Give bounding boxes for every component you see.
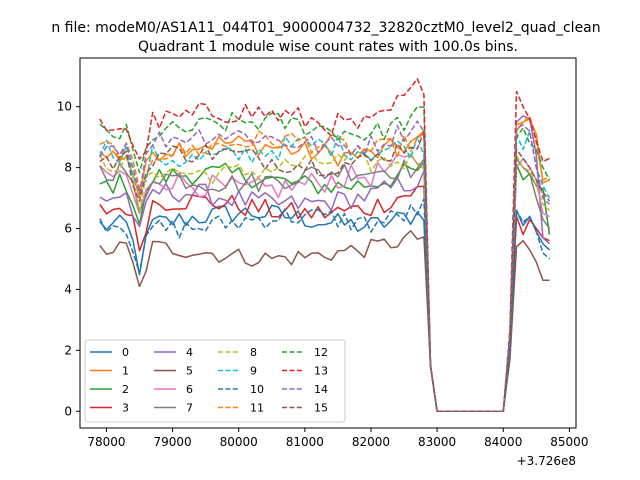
x-offset-label: +3.726e8 xyxy=(517,454,576,468)
x-axis: 78000 79000 80000 81000 82000 83000 84000 85000 xyxy=(87,428,588,449)
legend-label-2: 2 xyxy=(122,383,129,396)
y-tick-label: 6 xyxy=(64,222,72,236)
x-tick-label: 80000 xyxy=(220,435,258,449)
x-tick-label: 83000 xyxy=(418,435,456,449)
x-tick-label: 78000 xyxy=(87,435,125,449)
chart-title: Quadrant 1 module wise count rates with … xyxy=(138,39,518,55)
legend-label-12: 12 xyxy=(314,346,328,359)
figure-suptitle: n file: modeM0/AS1A11_044T01_9000004732_… xyxy=(51,20,600,36)
legend-label-13: 13 xyxy=(314,365,328,378)
series-line-11 xyxy=(99,115,550,413)
legend-label-5: 5 xyxy=(186,365,193,378)
series-line-13 xyxy=(99,77,550,413)
y-tick-label: 10 xyxy=(57,100,72,114)
x-tick-label: 79000 xyxy=(153,435,191,449)
legend-label-15: 15 xyxy=(314,402,328,415)
legend-label-7: 7 xyxy=(186,402,193,415)
series-line-14 xyxy=(99,120,551,413)
axes-frame xyxy=(79,57,577,429)
series-line-15 xyxy=(99,130,551,413)
y-tick-label: 8 xyxy=(64,161,72,175)
y-tick-label: 4 xyxy=(64,282,72,296)
x-tick-label: 82000 xyxy=(352,435,390,449)
legend-label-3: 3 xyxy=(122,402,129,415)
legend-label-14: 14 xyxy=(314,383,328,396)
x-tick-label: 85000 xyxy=(550,435,588,449)
y-axis: 0 2 4 6 8 10 xyxy=(57,100,80,418)
legend-label-11: 11 xyxy=(250,402,264,415)
series-layer xyxy=(99,77,551,413)
legend-label-8: 8 xyxy=(250,346,257,359)
legend-label-1: 1 xyxy=(122,365,129,378)
x-tick-label: 84000 xyxy=(484,435,522,449)
legend-label-4: 4 xyxy=(186,346,193,359)
series-line-8 xyxy=(99,151,551,413)
legend-label-10: 10 xyxy=(250,383,264,396)
series-line-5 xyxy=(99,230,550,413)
x-tick-label: 81000 xyxy=(286,435,324,449)
legend-box xyxy=(84,339,346,423)
y-tick-label: 0 xyxy=(64,404,72,418)
legend-label-0: 0 xyxy=(122,346,129,359)
legend-label-6: 6 xyxy=(186,383,193,396)
y-tick-label: 2 xyxy=(64,343,72,357)
legend-label-9: 9 xyxy=(250,365,257,378)
